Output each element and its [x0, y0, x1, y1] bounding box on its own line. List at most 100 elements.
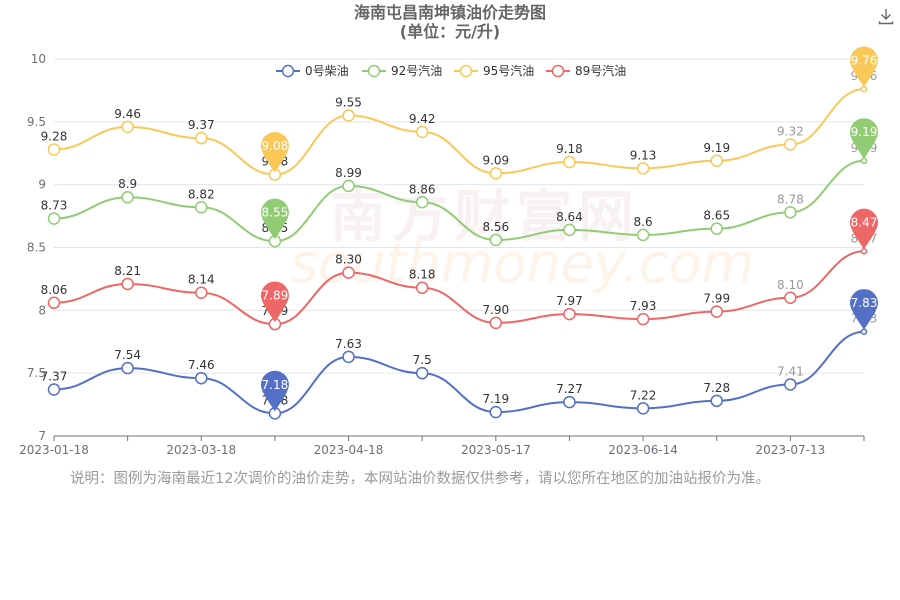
x-tick-label: 2023-03-18 — [166, 443, 236, 457]
data-point — [415, 125, 429, 139]
data-label: 8.82 — [188, 187, 215, 201]
y-tick-label: 7.5 — [27, 366, 46, 380]
data-label: 7.27 — [556, 382, 583, 396]
x-tick-label: 2023-06-14 — [608, 443, 678, 457]
y-tick-label: 8 — [38, 303, 46, 317]
min-marker — [260, 281, 289, 323]
data-label: 7.99 — [703, 292, 730, 306]
data-point — [342, 350, 355, 364]
data-label: 7.5 — [413, 353, 432, 367]
data-label: 7.54 — [114, 348, 141, 362]
data-label: 7.46 — [188, 358, 215, 372]
data-label: 9.37 — [188, 118, 215, 132]
data-point — [636, 402, 650, 415]
data-point — [784, 206, 797, 219]
y-tick-label: 9.5 — [27, 115, 46, 129]
marker-label: 9.08 — [262, 139, 289, 153]
data-label: 8.64 — [556, 210, 583, 224]
y-tick-label: 10 — [31, 52, 46, 66]
chart-title: 海南屯昌南坤镇油价走势图 (单位：元/升) — [0, 3, 900, 41]
series-line — [53, 88, 865, 176]
data-point — [563, 307, 576, 321]
data-label: 7.22 — [630, 388, 657, 402]
series-line — [53, 159, 865, 243]
data-point — [860, 328, 868, 335]
data-point — [195, 201, 208, 214]
data-label: 7.19 — [482, 392, 509, 406]
data-label: 7.37 — [41, 370, 68, 384]
legend-symbol — [281, 64, 295, 78]
data-point — [121, 120, 134, 134]
data-label: 9.46 — [114, 107, 141, 121]
data-label: 7.97 — [556, 294, 583, 308]
min-marker — [260, 198, 289, 240]
data-label: 9.28 — [41, 129, 68, 143]
data-label: 8.86 — [409, 182, 436, 196]
data-label: 8.21 — [114, 264, 141, 278]
data-point — [121, 361, 134, 375]
legend-item[interactable]: 0号柴油 — [276, 64, 349, 78]
data-label: 8.10 — [777, 278, 804, 292]
data-label: 9.32 — [777, 124, 804, 138]
data-label: 9.09 — [482, 153, 509, 167]
data-point — [710, 222, 723, 235]
data-point — [563, 155, 576, 169]
data-point — [415, 196, 429, 209]
series-0: 7.37 7.54 7.46 7.18 7.63 7.5 7.19 7.27 7.22 7.28 7… — [41, 289, 878, 420]
series-line — [53, 250, 865, 326]
data-point — [636, 228, 650, 242]
legend-symbol — [459, 64, 473, 78]
data-label: 7.28 — [703, 381, 730, 395]
marker-label: 7.83 — [851, 296, 878, 310]
data-point — [489, 233, 503, 247]
chart-title-unit: (单位：元/升) — [399, 22, 501, 41]
data-point — [47, 212, 61, 225]
watermark-en: southmoney.com — [290, 232, 755, 295]
data-label: 8.56 — [482, 220, 509, 234]
legend: 0号柴油 92号汽油 95号汽油 89号汽油 — [276, 63, 626, 78]
legend-label: 92号汽油 — [391, 63, 442, 78]
data-label: 8.73 — [41, 199, 68, 213]
data-point — [47, 383, 61, 396]
data-point — [415, 366, 429, 380]
data-point — [489, 167, 503, 180]
data-point — [415, 281, 429, 294]
data-point — [636, 312, 650, 326]
data-label: 9.13 — [630, 148, 657, 162]
data-label: 8.06 — [41, 283, 68, 297]
x-tick-label: 2023-01-18 — [19, 443, 89, 457]
marker-label: 8.47 — [851, 216, 878, 230]
min-marker — [260, 132, 289, 173]
y-tick-label: 7 — [38, 429, 46, 443]
legend-item[interactable]: 95号汽油 — [454, 63, 534, 78]
legend-label: 0号柴油 — [305, 64, 349, 78]
legend-symbol — [367, 64, 381, 78]
data-label: 8.18 — [409, 268, 436, 282]
data-point — [195, 371, 208, 385]
data-label: 8.30 — [335, 253, 362, 267]
max-marker — [850, 289, 878, 330]
data-point — [636, 162, 650, 175]
data-point — [784, 138, 797, 151]
data-point — [121, 190, 134, 204]
data-point — [342, 266, 355, 279]
x-tick-label: 2023-07-13 — [755, 443, 825, 457]
data-label: 7.41 — [777, 364, 804, 378]
data-label: 8.78 — [777, 192, 804, 206]
marker-label: 9.76 — [851, 54, 878, 68]
data-point — [860, 85, 868, 93]
data-point — [860, 248, 868, 255]
data-label: 7.63 — [335, 337, 362, 351]
data-point — [342, 179, 355, 193]
data-label: 9.55 — [335, 96, 362, 110]
download-icon[interactable] — [876, 6, 896, 26]
watermark-cn: 南方财富网 — [330, 185, 640, 250]
data-label: 8.14 — [188, 273, 215, 287]
legend-symbol — [551, 64, 565, 78]
legend-item[interactable]: 92号汽油 — [362, 63, 442, 78]
data-label: 9.42 — [409, 112, 436, 126]
series-1: 8.73 8.9 8.82 8.55 8.99 8.86 8.56 8.64 8.6 8.65 8.… — [41, 118, 878, 248]
data-label: 7.90 — [482, 303, 509, 317]
legend-item[interactable]: 89号汽油 — [546, 63, 626, 78]
